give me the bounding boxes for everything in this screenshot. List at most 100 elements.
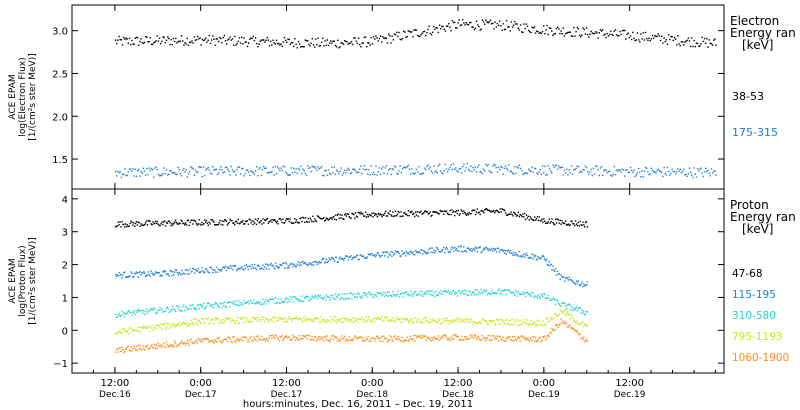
data-point (328, 296, 330, 298)
data-point (215, 341, 218, 343)
data-point (295, 168, 297, 170)
data-point (125, 37, 127, 39)
data-point (217, 172, 220, 174)
data-point (243, 175, 245, 177)
data-point (123, 173, 125, 176)
data-point (225, 338, 228, 340)
data-point (510, 252, 512, 254)
data-point (540, 258, 542, 260)
data-point (255, 335, 258, 338)
data-point (557, 273, 559, 275)
data-point (558, 313, 560, 315)
data-point (134, 37, 136, 39)
data-point (408, 294, 410, 297)
data-point (278, 266, 280, 268)
data-point (244, 172, 246, 175)
data-point (411, 339, 413, 341)
data-point (266, 172, 268, 174)
data-point (445, 319, 448, 322)
data-point (226, 267, 229, 269)
data-point (588, 36, 590, 38)
data-point (482, 210, 484, 212)
x-tick-date: Dec.19 (614, 390, 646, 400)
data-point (355, 215, 358, 217)
data-point (295, 316, 298, 318)
data-point (359, 254, 361, 257)
data-point (199, 303, 201, 305)
data-point (309, 338, 311, 341)
data-point (534, 336, 537, 339)
data-point (280, 219, 282, 221)
x-tick-time: 0:00 (189, 378, 211, 389)
data-point (181, 340, 183, 342)
data-point (504, 340, 507, 342)
data-point (325, 321, 328, 323)
data-point (232, 44, 235, 46)
data-point (385, 37, 388, 40)
data-point (262, 264, 264, 266)
data-point (260, 174, 263, 176)
data-point (213, 307, 215, 309)
data-point (593, 32, 596, 35)
data-point (545, 222, 548, 224)
data-point (394, 166, 397, 168)
data-point (241, 167, 243, 170)
data-point (632, 31, 634, 34)
data-point (230, 340, 232, 343)
data-point (282, 41, 285, 43)
data-point (303, 300, 305, 303)
data-point (259, 166, 261, 169)
data-point (412, 213, 414, 216)
data-point (537, 256, 539, 258)
data-point (264, 167, 266, 170)
data-point (260, 338, 262, 341)
data-point (384, 210, 387, 213)
data-point (590, 30, 592, 33)
data-point (259, 268, 261, 270)
data-point (134, 309, 136, 312)
data-point (244, 268, 247, 270)
data-point (491, 339, 493, 341)
data-point (578, 34, 581, 36)
data-point (377, 40, 379, 42)
data-point (354, 169, 356, 171)
data-point (656, 35, 658, 37)
data-point (578, 306, 580, 309)
data-point (175, 269, 178, 271)
data-point (406, 214, 409, 217)
data-point (581, 171, 583, 173)
data-point (283, 321, 285, 323)
data-point (329, 172, 331, 174)
data-point (350, 339, 352, 341)
data-point (135, 329, 138, 331)
data-point (574, 309, 576, 311)
data-point (321, 338, 323, 341)
data-point (494, 21, 496, 23)
plot-frame (71, 4, 725, 190)
data-point (476, 208, 479, 210)
data-point (498, 288, 500, 290)
data-point (284, 261, 287, 264)
data-point (428, 322, 430, 324)
data-point (163, 323, 165, 326)
data-point (434, 250, 437, 252)
data-point (192, 42, 194, 44)
data-point (214, 339, 216, 341)
data-point (224, 219, 227, 221)
data-point (522, 173, 524, 176)
data-point (421, 172, 423, 175)
data-point (522, 336, 524, 338)
data-point (240, 221, 242, 223)
data-point (207, 39, 209, 41)
data-point (567, 174, 569, 176)
data-point (487, 334, 489, 337)
data-point (561, 276, 563, 278)
data-point (559, 219, 561, 221)
data-point (654, 34, 656, 37)
data-point (154, 271, 157, 273)
data-point (389, 35, 391, 37)
data-point (129, 43, 132, 46)
data-point (407, 210, 409, 212)
data-point (430, 170, 433, 173)
data-point (273, 266, 275, 268)
